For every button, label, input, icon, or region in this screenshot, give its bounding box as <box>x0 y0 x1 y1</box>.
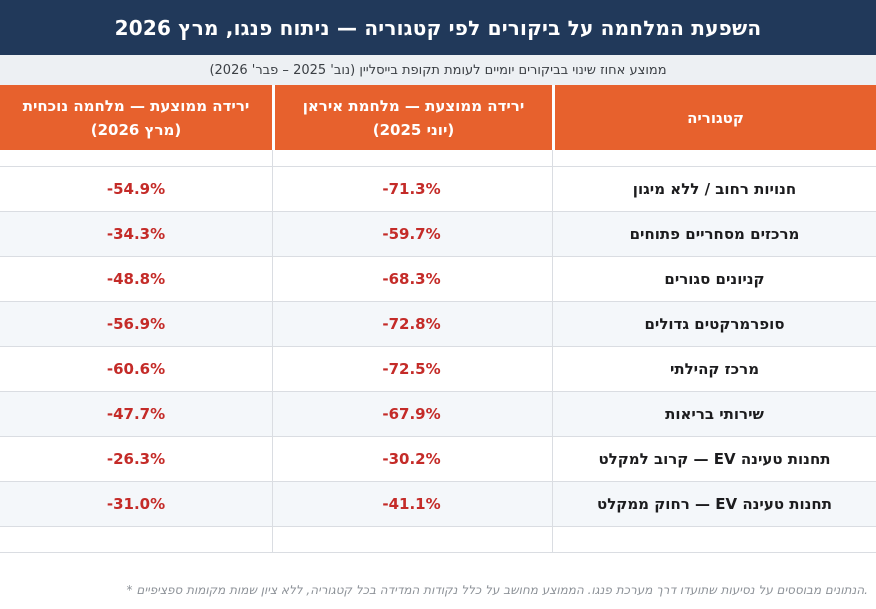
category-cell: שירותי בריאות <box>552 392 876 437</box>
category-cell: מרכז קהילתי <box>552 347 876 392</box>
table-row: מרכז קהילתי -72.5% -60.6% <box>0 347 876 392</box>
iran-war-value-cell: -71.3% <box>272 167 552 212</box>
iran-war-value-cell: -67.9% <box>272 392 552 437</box>
column-header-iran-war: ירידה ממוצעת — מלחמת איראן (יוני 2025) <box>272 85 552 150</box>
column-header-current-war: ירידה ממוצעת — מלחמה נוכחית (מרץ 2026) <box>0 85 272 150</box>
current-war-value-cell: -31.0% <box>0 482 272 527</box>
table-row: תחנות טעינה EV — רחוק ממקלט -41.1% -31.0… <box>0 482 876 527</box>
footnote-area: * הנתונים מבוססים על נסיעות שתועדו דרך מ… <box>0 553 876 597</box>
table-row: חנויות רחוב / ללא מיגון -71.3% -54.9% <box>0 167 876 212</box>
table-header-row: קטגוריה ירידה ממוצעת — מלחמת איראן (יוני… <box>0 85 876 150</box>
table-row: קניונים סגורים -68.3% -48.8% <box>0 257 876 302</box>
table-row: שירותי בריאות -67.9% -47.7% <box>0 392 876 437</box>
category-cell: תחנות טעינה EV — רחוק ממקלט <box>552 482 876 527</box>
current-war-value-cell: -26.3% <box>0 437 272 482</box>
column-header-category-label: קטגוריה <box>687 108 744 127</box>
table-row: תחנות טעינה EV — קרוב למקלט -30.2% -26.3… <box>0 437 876 482</box>
title-bar: השפעת המלחמה על ביקורים לפי קטגוריה — ני… <box>0 0 876 55</box>
iran-war-value-cell: -30.2% <box>272 437 552 482</box>
category-cell: מרכזים מסחריים פתוחים <box>552 212 876 257</box>
category-cell: חנויות רחוב / ללא מיגון <box>552 167 876 212</box>
category-cell: תחנות טעינה EV — קרוב למקלט <box>552 437 876 482</box>
footnote-text: * הנתונים מבוססים על נסיעות שתועדו דרך מ… <box>126 583 868 597</box>
column-header-iran-war-period: (יוני 2025) <box>372 120 455 139</box>
current-war-value-cell: -47.7% <box>0 392 272 437</box>
impact-table: קטגוריה ירידה ממוצעת — מלחמת איראן (יוני… <box>0 85 876 553</box>
table-spacer-row-top <box>0 150 876 167</box>
table-row: מרכזים מסחריים פתוחים -59.7% -34.3% <box>0 212 876 257</box>
current-war-value-cell: -48.8% <box>0 257 272 302</box>
page-title: השפעת המלחמה על ביקורים לפי קטגוריה — ני… <box>114 15 762 40</box>
iran-war-value-cell: -68.3% <box>272 257 552 302</box>
page-subtitle: ממוצע אחוז שינוי בביקורים יומיים לעומת ת… <box>209 62 667 78</box>
iran-war-value-cell: -59.7% <box>272 212 552 257</box>
table-row: סופרמרקטים גדולים -72.8% -56.9% <box>0 302 876 347</box>
iran-war-value-cell: -41.1% <box>272 482 552 527</box>
subtitle-bar: ממוצע אחוז שינוי בביקורים יומיים לעומת ת… <box>0 55 876 85</box>
category-cell: סופרמרקטים גדולים <box>552 302 876 347</box>
current-war-value-cell: -60.6% <box>0 347 272 392</box>
iran-war-value-cell: -72.8% <box>272 302 552 347</box>
current-war-value-cell: -34.3% <box>0 212 272 257</box>
column-header-current-war-period: (מרץ 2026) <box>90 120 182 139</box>
column-header-current-war-title: ירידה ממוצעת — מלחמה נוכחית <box>22 96 250 115</box>
column-header-category: קטגוריה <box>552 85 876 150</box>
iran-war-value-cell: -72.5% <box>272 347 552 392</box>
current-war-value-cell: -56.9% <box>0 302 272 347</box>
table-spacer-row-bottom <box>0 527 876 553</box>
column-header-iran-war-title: ירידה ממוצעת — מלחמת איראן <box>302 96 525 115</box>
current-war-value-cell: -54.9% <box>0 167 272 212</box>
category-cell: קניונים סגורים <box>552 257 876 302</box>
